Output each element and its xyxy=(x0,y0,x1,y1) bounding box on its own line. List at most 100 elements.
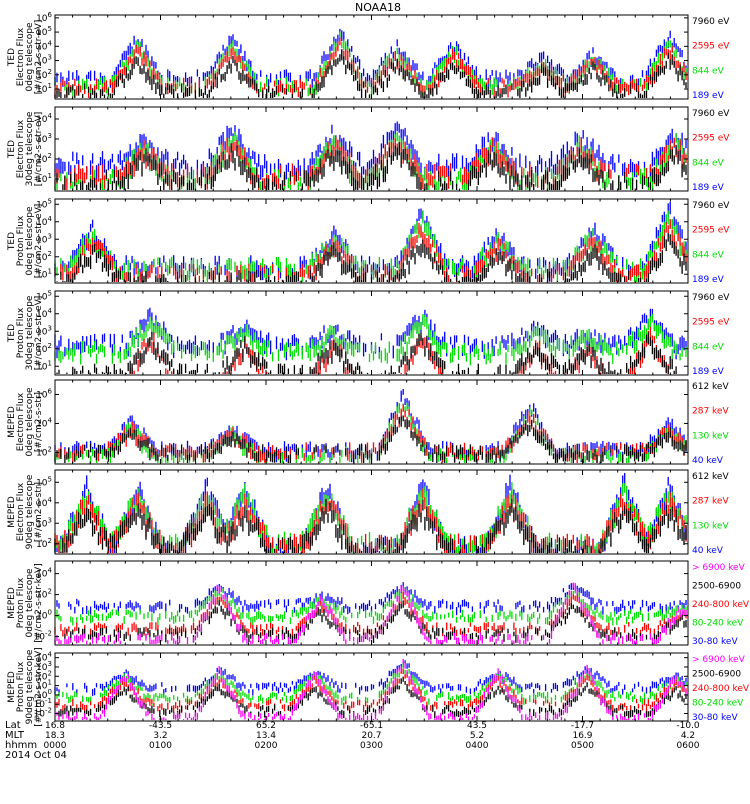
legend-entry: 844 eV xyxy=(692,250,725,260)
x-tick-label-lat: -10.0 xyxy=(676,721,700,731)
y-axis-label: Proton Flux xyxy=(16,215,26,266)
legend-entry: 7960 eV xyxy=(692,201,730,211)
y-axis-label: [#/cm2-s-str-keV] xyxy=(34,563,44,642)
x-tick-label-mlt: 16.9 xyxy=(572,731,592,741)
x-tick-label-mlt: 4.2 xyxy=(681,731,695,741)
legend-entry: 2500-6900 xyxy=(692,670,741,680)
x-tick-label-lat: 16.8 xyxy=(45,721,65,731)
y-axis-label: [#/cm2-s-str-eV] xyxy=(34,20,44,95)
x-tick-label-mlt: 3.2 xyxy=(153,731,167,741)
x-tick-label-hhmm: 0200 xyxy=(255,741,278,751)
y-axis-label: Electron Flux xyxy=(16,119,26,178)
series-2500-6900 xyxy=(58,676,687,719)
legend-entry: 130 keV xyxy=(692,431,729,441)
legend-entry: 40 keV xyxy=(692,546,724,556)
series-marks xyxy=(58,676,687,719)
legend-entry: 80-240 keV xyxy=(692,699,744,709)
legend-entry: 844 eV xyxy=(692,158,725,168)
panel-frame xyxy=(54,290,689,376)
x-tick-label-mlt: 20.7 xyxy=(361,731,381,741)
x-tick-label-mlt: 5.2 xyxy=(470,731,484,741)
y-axis-label: 0deg telescope xyxy=(25,568,35,638)
legend-entry: 2595 eV xyxy=(692,318,730,328)
series-7960-ev xyxy=(56,331,677,374)
legend-entry: > 6900 keV xyxy=(692,655,746,665)
x-row-label-date: 2014 Oct 04 xyxy=(5,750,67,761)
y-axis-label: 0deg telescope xyxy=(25,387,35,457)
y-axis-label: Proton Flux xyxy=(16,661,26,712)
legend-entry: 7960 eV xyxy=(692,109,730,119)
x-row-label-lat: Lat xyxy=(5,720,21,731)
x-tick-label-hhmm: 0300 xyxy=(360,741,383,751)
legend-entry: 7960 eV xyxy=(692,293,730,303)
x-tick-label-lat: -65.1 xyxy=(360,721,383,731)
y-axis-label: 90deg telescope xyxy=(25,649,35,724)
legend-entry: 30-80 keV xyxy=(692,713,738,723)
legend-entry: 130 keV xyxy=(692,521,729,531)
y-axis-label: MEPED xyxy=(7,406,17,438)
legend-entry: 189 eV xyxy=(692,183,725,193)
legend-entry: 2595 eV xyxy=(692,42,730,52)
legend-entry: 189 eV xyxy=(692,275,725,285)
y-axis-label: Electron Flux xyxy=(16,482,26,541)
legend-entry: 189 eV xyxy=(692,91,725,101)
y-axis-label: MEPED xyxy=(7,587,17,619)
y-axis-label: 0deg telescope xyxy=(25,206,35,276)
x-tick-label-hhmm: 0400 xyxy=(466,741,489,751)
y-axis-label: 0deg telescope xyxy=(25,22,35,92)
y-axis-label: [#/cm2-s-str-eV] xyxy=(34,296,44,371)
legend-entry: 2500-6900 xyxy=(692,582,741,592)
legend-entry: 287 keV xyxy=(692,497,729,507)
series-612-kev xyxy=(54,498,687,553)
legend-entry: > 6900 keV xyxy=(692,563,746,573)
x-row-label-mlt: MLT xyxy=(5,730,25,741)
series-marks xyxy=(56,233,687,282)
x-row-label-hhmm: hhmm xyxy=(5,740,37,751)
y-axis-label: Electron Flux xyxy=(16,27,26,86)
x-tick-label-hhmm: 0100 xyxy=(149,741,172,751)
y-axis-label: 30deg telescope xyxy=(25,111,35,186)
legend-entry: 240-800 keV xyxy=(692,600,750,610)
x-tick-label-lat: -43.5 xyxy=(149,721,172,731)
legend-entry: 40 keV xyxy=(692,456,724,466)
legend-entry: 80-240 keV xyxy=(692,619,744,629)
y-axis-label: Proton Flux xyxy=(16,577,26,628)
legend-entry: 189 eV xyxy=(692,367,725,377)
legend-entry: 844 eV xyxy=(692,342,725,352)
y-axis-label: [#/cm2-s-str] xyxy=(34,482,44,542)
series-287-kev xyxy=(58,404,687,463)
y-axis-label: TED xyxy=(7,324,17,343)
y-axis-label: MEPED xyxy=(7,671,17,703)
y-axis-label: MEPED xyxy=(7,496,17,528)
chart-title: NOAA18 xyxy=(355,1,401,14)
x-tick-label-mlt: 18.3 xyxy=(45,731,65,741)
series-marks xyxy=(56,331,677,374)
x-tick-label-hhmm: 0000 xyxy=(44,741,67,751)
legend-entry: 2595 eV xyxy=(692,134,730,144)
series-marks xyxy=(58,404,687,463)
legend-entry: 240-800 keV xyxy=(692,684,750,694)
legend-entry: 612 keV xyxy=(692,382,729,392)
x-tick-label-lat: -17.7 xyxy=(571,721,594,731)
y-axis-label: 90deg telescope xyxy=(25,474,35,549)
x-tick-label-lat: 43.5 xyxy=(467,721,487,731)
y-axis-label: Electron Flux xyxy=(16,392,26,451)
legend-entry: 7960 eV xyxy=(692,17,730,27)
y-axis-label: [#/cm2-s-str-eV] xyxy=(34,204,44,279)
x-tick-label-lat: 65.2 xyxy=(256,721,276,731)
y-axis-label: 30deg telescope xyxy=(25,295,35,370)
legend-entry: 287 keV xyxy=(692,407,729,417)
y-axis-label: [#/cm2-s-str-eV] xyxy=(34,112,44,187)
y-axis-label: [#/cm2-s-str] xyxy=(34,392,44,452)
